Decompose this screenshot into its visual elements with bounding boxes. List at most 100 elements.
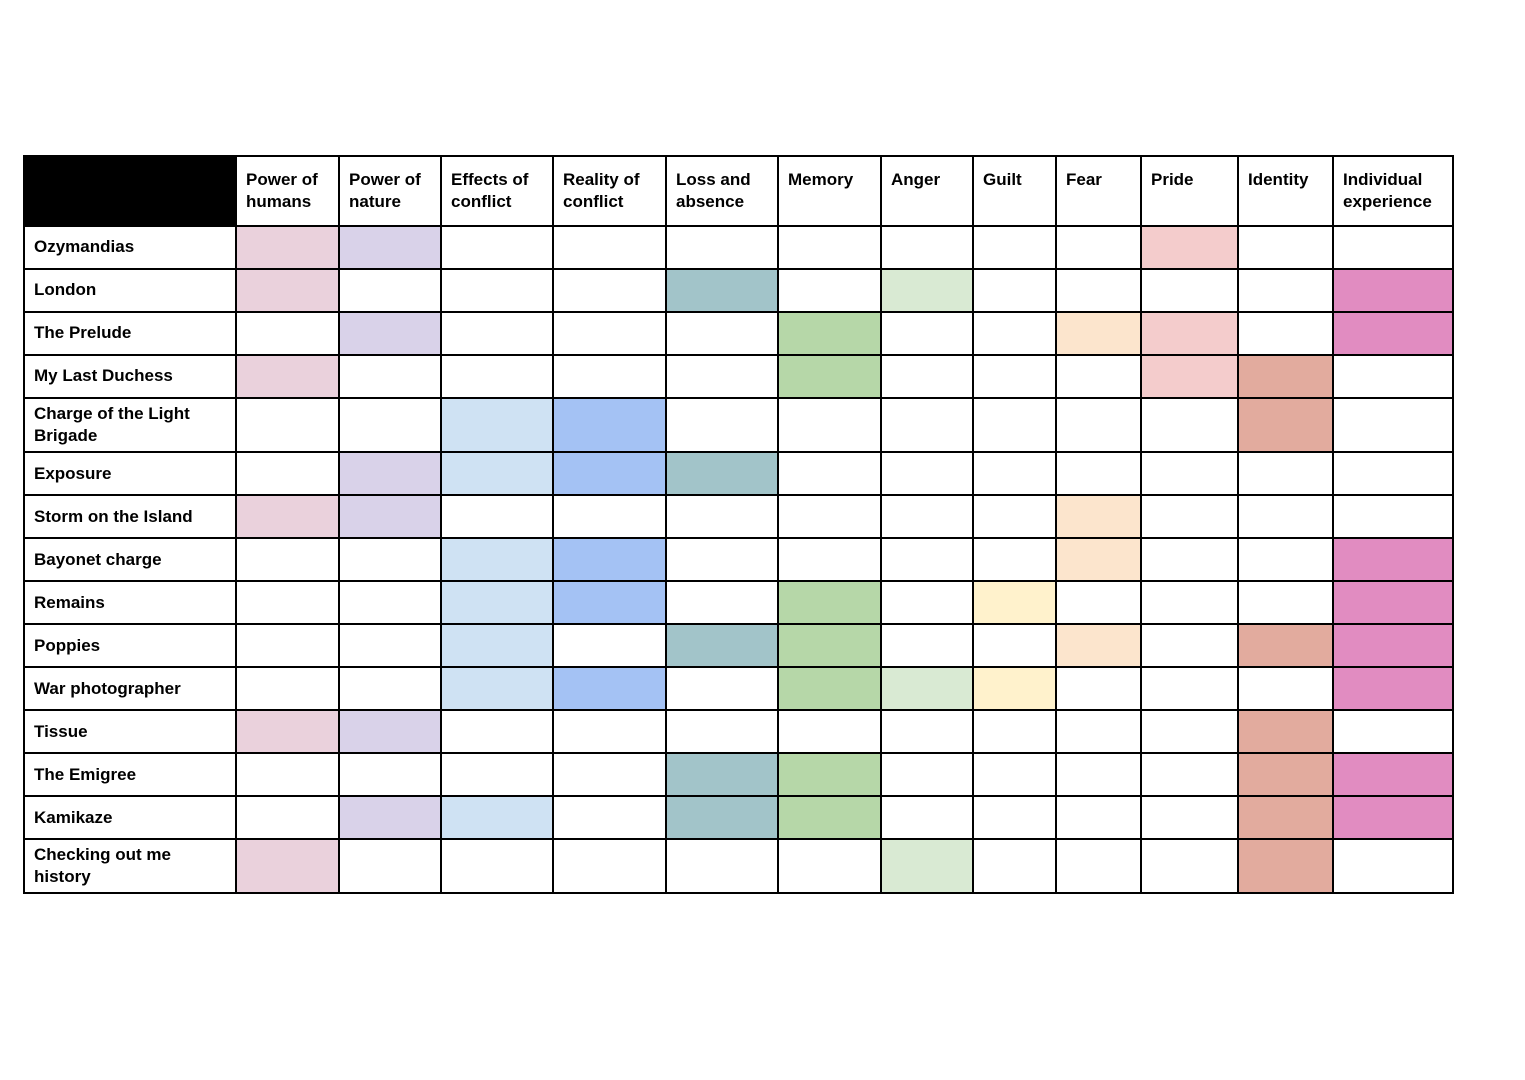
theme-cell — [235, 709, 340, 755]
table-row: Charge of the Light Brigade — [23, 396, 1454, 454]
theme-cell — [777, 311, 882, 356]
theme-cell — [338, 537, 442, 583]
theme-cell — [235, 580, 340, 626]
theme-cell — [338, 354, 442, 399]
theme-cell — [1140, 225, 1239, 270]
theme-cell — [777, 225, 882, 270]
theme-cell — [1055, 354, 1142, 399]
theme-cell — [880, 268, 974, 313]
theme-cell — [777, 838, 882, 895]
table-row: The Prelude — [23, 311, 1454, 356]
theme-cell — [1332, 354, 1454, 399]
theme-cell — [338, 666, 442, 712]
table-row: Storm on the Island — [23, 494, 1454, 540]
theme-cell — [552, 451, 667, 497]
theme-cell — [1140, 580, 1239, 626]
column-header-loss_absence: Loss and absence — [665, 155, 779, 227]
theme-cell — [880, 537, 974, 583]
row-label: Charge of the Light Brigade — [23, 396, 237, 454]
theme-cell — [972, 752, 1057, 798]
theme-cell — [235, 268, 340, 313]
theme-cell — [880, 752, 974, 798]
theme-cell — [552, 354, 667, 399]
theme-cell — [1237, 666, 1334, 712]
row-label: Bayonet charge — [23, 537, 237, 583]
theme-cell — [440, 494, 554, 540]
theme-cell — [972, 311, 1057, 356]
theme-cell — [1332, 795, 1454, 841]
theme-cell — [972, 580, 1057, 626]
theme-cell — [777, 396, 882, 454]
theme-cell — [880, 580, 974, 626]
theme-matrix: Power of humans Power of nature Effects of… — [23, 155, 1454, 895]
row-label: Storm on the Island — [23, 494, 237, 540]
theme-cell — [440, 268, 554, 313]
theme-cell — [1055, 580, 1142, 626]
theme-cell — [1140, 494, 1239, 540]
theme-cell — [235, 396, 340, 454]
row-label: Checking out me history — [23, 838, 237, 895]
theme-cell — [777, 537, 882, 583]
theme-cell — [440, 225, 554, 270]
column-header-power_nature: Power of nature — [338, 155, 442, 227]
theme-cell — [552, 580, 667, 626]
theme-cell — [1055, 225, 1142, 270]
theme-cell — [880, 494, 974, 540]
table-row: Poppies — [23, 623, 1454, 669]
theme-cell — [777, 752, 882, 798]
table-row: The Emigree — [23, 752, 1454, 798]
theme-cell — [1332, 666, 1454, 712]
table-row: War photographer — [23, 666, 1454, 712]
table-row: My Last Duchess — [23, 354, 1454, 399]
theme-cell — [338, 623, 442, 669]
theme-cell — [1055, 311, 1142, 356]
theme-cell — [777, 494, 882, 540]
theme-cell — [338, 268, 442, 313]
theme-cell — [440, 838, 554, 895]
theme-cell — [972, 838, 1057, 895]
table-row: Checking out me history — [23, 838, 1454, 895]
theme-cell — [1055, 795, 1142, 841]
theme-cell — [1140, 451, 1239, 497]
theme-cell — [1237, 396, 1334, 454]
theme-cell — [440, 354, 554, 399]
theme-cell — [338, 752, 442, 798]
theme-cell — [552, 225, 667, 270]
theme-cell — [665, 752, 779, 798]
theme-cell — [1332, 709, 1454, 755]
theme-cell — [972, 451, 1057, 497]
theme-cell — [1055, 752, 1142, 798]
theme-cell — [665, 838, 779, 895]
theme-cell — [1237, 838, 1334, 895]
theme-cell — [1140, 709, 1239, 755]
table-row: Exposure — [23, 451, 1454, 497]
theme-cell — [1237, 311, 1334, 356]
header-row: Power of humans Power of nature Effects of… — [23, 155, 1454, 227]
theme-cell — [880, 666, 974, 712]
theme-cell — [1332, 623, 1454, 669]
theme-cell — [1237, 623, 1334, 669]
theme-cell — [1237, 795, 1334, 841]
column-header-guilt: Guilt — [972, 155, 1057, 227]
row-label: Poppies — [23, 623, 237, 669]
theme-cell — [1332, 268, 1454, 313]
theme-cell — [1055, 268, 1142, 313]
theme-cell — [1332, 752, 1454, 798]
theme-cell — [552, 268, 667, 313]
theme-cell — [338, 795, 442, 841]
theme-cell — [1140, 666, 1239, 712]
theme-cell — [1237, 225, 1334, 270]
theme-cell — [972, 666, 1057, 712]
theme-cell — [972, 268, 1057, 313]
theme-cell — [1332, 494, 1454, 540]
theme-cell — [338, 709, 442, 755]
theme-cell — [1055, 666, 1142, 712]
theme-cell — [1140, 354, 1239, 399]
theme-cell — [552, 537, 667, 583]
theme-cell — [665, 795, 779, 841]
theme-cell — [1332, 537, 1454, 583]
theme-cell — [972, 396, 1057, 454]
table-row: London — [23, 268, 1454, 313]
theme-cell — [1332, 838, 1454, 895]
